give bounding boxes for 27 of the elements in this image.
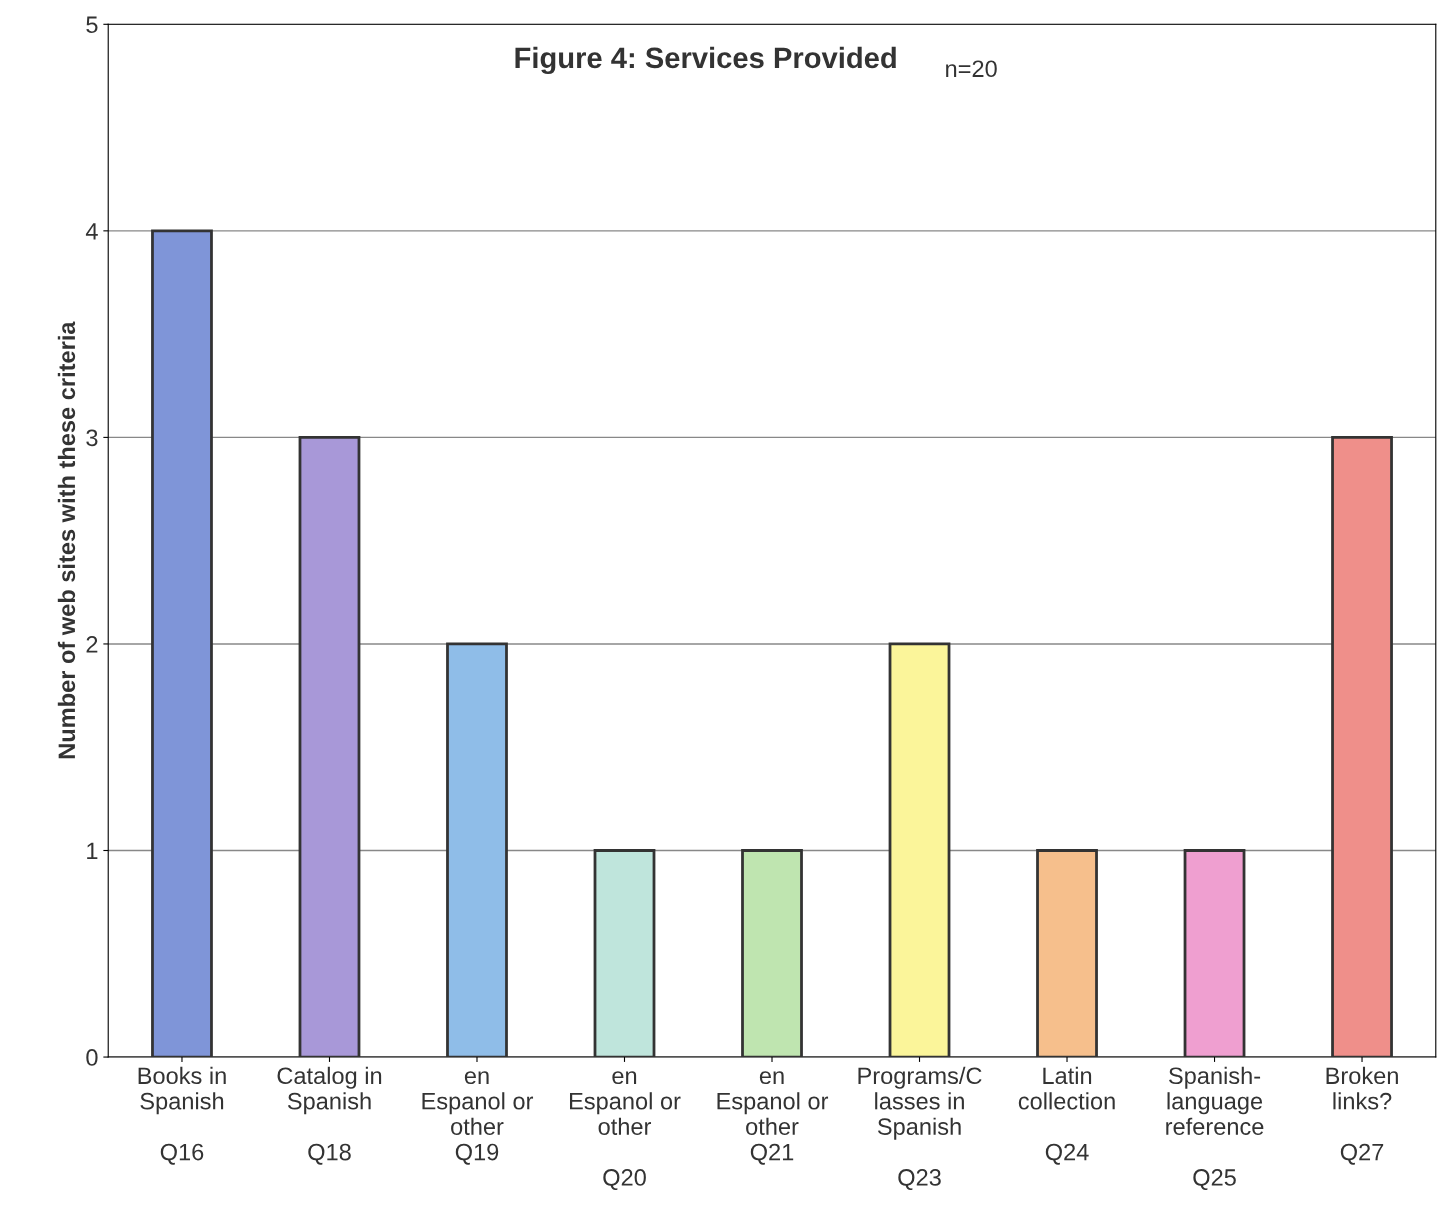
category-label: Books in Spanish Q16 — [138, 1066, 226, 1165]
y-tick-label: 4 — [85, 223, 98, 240]
y-axis-title: Number of web sites with these criteria — [57, 321, 76, 759]
y-tick-label: 5 — [86, 16, 98, 34]
bar — [888, 642, 951, 1058]
text: Figure 4: Services Provided — [515, 46, 896, 75]
bar — [1036, 849, 1098, 1058]
bar — [741, 849, 803, 1058]
bar — [446, 642, 508, 1058]
bar — [1331, 436, 1393, 1058]
y-tick-label: 2 — [86, 636, 98, 653]
category-label: Latin collection Q24 — [1018, 1066, 1115, 1165]
category-label: Spanish- language reference Q25 — [1166, 1066, 1264, 1191]
y-tick-label: 3 — [86, 429, 98, 447]
category-label: en Espanol or other Q20 — [570, 1071, 681, 1191]
category-label: Programs/C lasses in Spanish Q23 — [858, 1066, 982, 1191]
text: n=20 — [946, 60, 997, 78]
bar — [298, 436, 361, 1058]
x-tick-label: en Espanol or other Q19 — [422, 1071, 534, 1165]
y-tick-label: 1 — [87, 842, 98, 860]
y-tick-label: 0 — [86, 1049, 98, 1066]
category-label: Broken links? Q27 — [1326, 1066, 1398, 1165]
bar — [151, 229, 213, 1058]
category-label: Catalog in Spanish Q18 — [277, 1066, 382, 1165]
x-tick-label: en Espanol or other Q21 — [717, 1071, 829, 1165]
bar — [593, 849, 656, 1058]
bar — [1183, 849, 1246, 1058]
